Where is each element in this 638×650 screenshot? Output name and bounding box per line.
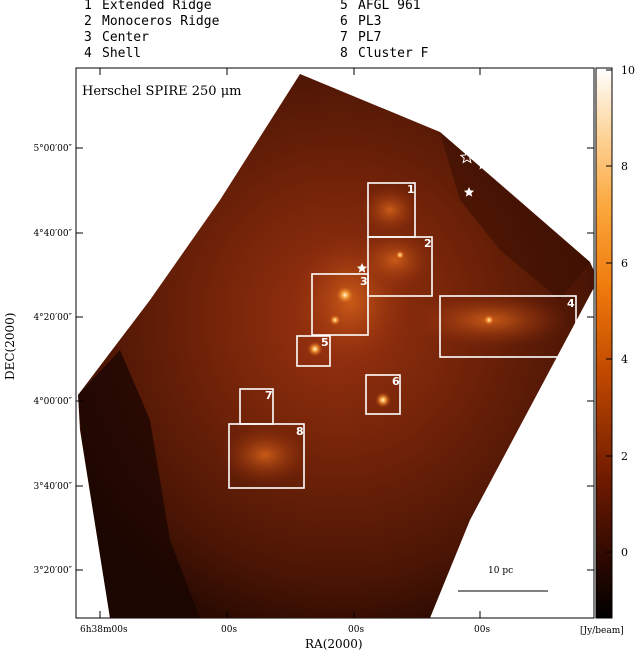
- region-box-6: [365, 374, 401, 415]
- legend-number: 1: [84, 0, 92, 13]
- legend-label: Shell: [102, 46, 142, 61]
- star-markers: [459, 132, 578, 233]
- scale-bar-label: 10 pc: [488, 566, 513, 576]
- legend-number: 3: [84, 30, 92, 45]
- legend-item: 5 AFGL 961: [340, 0, 490, 14]
- legend-label: AFGL 961: [358, 0, 421, 13]
- region-box-2: [367, 236, 433, 297]
- legend-label: Monoceros Ridge: [102, 14, 220, 29]
- legend-number: 6: [340, 14, 348, 29]
- open-star-icon: [479, 132, 495, 147]
- colorbar-tick-label: 8: [621, 160, 628, 173]
- filled-star-markers: [356, 187, 475, 273]
- filled-star-icon: [463, 187, 475, 197]
- x-tick-label: 6h38m00s: [80, 625, 128, 635]
- region-box-4: [439, 295, 577, 358]
- colorbar: [595, 67, 613, 619]
- y-axis-ticks: [76, 147, 594, 571]
- region-label-5: 5: [321, 336, 329, 349]
- y-tick-label: 3°40′00″: [33, 482, 72, 492]
- legend-item: 4 Shell: [84, 46, 314, 62]
- legend-label: Cluster F: [358, 46, 429, 61]
- legend-item: 6 PL3: [340, 14, 490, 30]
- legend-number: 4: [84, 46, 92, 61]
- y-axis-title: DEC(2000): [3, 313, 17, 380]
- y-tick-label: 3°20′00″: [33, 566, 72, 576]
- region-label-3: 3: [360, 275, 368, 288]
- open-star-icon: [562, 218, 578, 233]
- legend-number: 5: [340, 0, 348, 13]
- region-box-3: [311, 273, 369, 336]
- legend-item: 8 Cluster F: [340, 46, 490, 62]
- legend-item: 2 Monoceros Ridge: [84, 14, 314, 30]
- open-star-icon: [511, 181, 527, 196]
- region-label-4: 4: [567, 297, 575, 310]
- legend-number: 8: [340, 46, 348, 61]
- region-labels: 1 2 3 4 5 6 7 8: [265, 183, 575, 438]
- legend-label: PL3: [358, 14, 382, 29]
- legend-number: 2: [84, 14, 92, 29]
- colorbar-tick-label: 2: [621, 450, 628, 463]
- region-label-2: 2: [424, 237, 432, 250]
- region-boxes: [228, 182, 577, 489]
- legend-label: Center: [102, 30, 149, 45]
- colorbar-tick-label: 10: [621, 64, 635, 77]
- y-tick-label: 5°00′00″: [33, 144, 72, 154]
- legend-item: 1 Extended Ridge: [84, 0, 314, 14]
- colorbar-tick-label: 4: [621, 353, 628, 366]
- open-star-icon: [476, 155, 492, 170]
- y-tick-label: 4°20′00″: [33, 313, 72, 323]
- region-label-7: 7: [265, 389, 273, 402]
- x-axis-tick-labels: 6h38m00s 00s 00s 00s: [80, 625, 490, 635]
- legend-item: 3 Center: [84, 30, 314, 46]
- x-tick-label: 00s: [221, 625, 237, 635]
- colorbar-tick-label: 6: [621, 257, 628, 270]
- colorbar-unit: [Jy/beam]: [580, 626, 624, 636]
- region-label-6: 6: [392, 375, 400, 388]
- image-title: Herschel SPIRE 250 μm: [82, 84, 241, 99]
- x-tick-label: 00s: [474, 625, 490, 635]
- colorbar-tick-labels: 10 8 6 4 2 0: [621, 64, 635, 559]
- y-axis-tick-labels: 5°00′00″ 4°40′00″ 4°20′00″ 4°00′00″ 3°40…: [33, 144, 72, 576]
- region-box-8: [228, 423, 305, 489]
- x-axis-ticks: [99, 68, 481, 618]
- legend-number: 7: [340, 30, 348, 45]
- region-label-8: 8: [296, 425, 304, 438]
- legend-column-2: 5 AFGL 961 6 PL3 7 PL7 8 Cluster F: [340, 0, 490, 62]
- region-box-5: [296, 335, 331, 367]
- region-label-1: 1: [407, 183, 415, 196]
- legend-item: 7 PL7: [340, 30, 490, 46]
- open-star-icon: [459, 149, 475, 164]
- filled-star-icon: [356, 263, 368, 273]
- legend-label: PL7: [358, 30, 382, 45]
- x-axis-title: RA(2000): [305, 637, 363, 650]
- y-tick-label: 4°00′00″: [33, 397, 72, 407]
- colorbar-tick-label: 0: [621, 546, 628, 559]
- y-tick-label: 4°40′00″: [33, 229, 72, 239]
- legend-column-1: 1 Extended Ridge 2 Monoceros Ridge 3 Center…: [84, 0, 314, 62]
- x-tick-label: 00s: [348, 625, 364, 635]
- legend-label: Extended Ridge: [102, 0, 212, 13]
- colorbar-ticks: [606, 69, 612, 553]
